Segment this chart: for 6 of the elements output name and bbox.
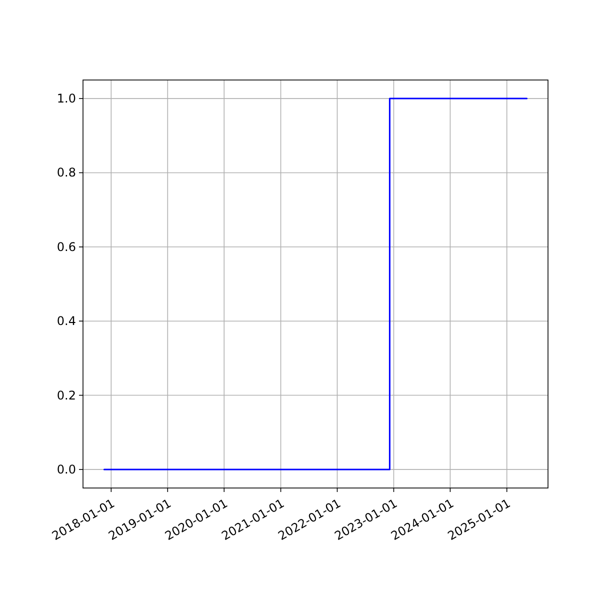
y-tick-label: 0.8 <box>56 166 76 180</box>
y-tick-label: 0.6 <box>56 240 76 254</box>
y-tick-label: 0.2 <box>56 388 76 402</box>
y-tick-label: 0.4 <box>56 314 76 328</box>
y-tick-label: 0.0 <box>56 462 76 476</box>
y-tick-label: 1.0 <box>56 92 76 106</box>
